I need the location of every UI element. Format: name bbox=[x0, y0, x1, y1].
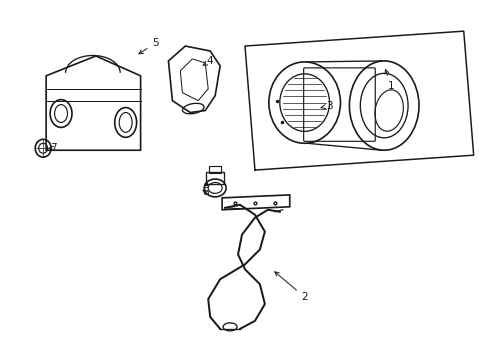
Bar bbox=[209, 166, 221, 173]
Text: 1: 1 bbox=[384, 69, 394, 91]
Text: 3: 3 bbox=[320, 100, 332, 111]
Bar bbox=[206, 172, 224, 184]
Text: 6: 6 bbox=[202, 187, 208, 197]
Text: 2: 2 bbox=[274, 272, 307, 302]
Text: 7: 7 bbox=[49, 143, 56, 153]
Text: 4: 4 bbox=[203, 56, 213, 66]
Text: 5: 5 bbox=[139, 38, 159, 54]
